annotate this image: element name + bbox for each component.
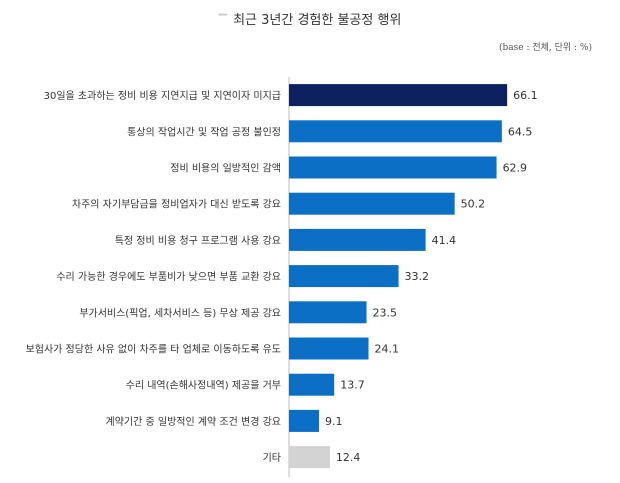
category-label: 기타 xyxy=(263,452,281,464)
value-label: 41.4 xyxy=(432,234,457,247)
bar xyxy=(289,337,369,360)
base-note: (base : 전체, 단위 : %) xyxy=(499,43,592,53)
value-label: 23.5 xyxy=(373,306,398,319)
value-label: 64.5 xyxy=(508,125,532,138)
bar xyxy=(289,446,330,469)
bar xyxy=(289,84,508,107)
chart-title-text: 최근 3년간 경험한 불공정 행위 xyxy=(233,13,402,28)
value-label: 13.7 xyxy=(340,379,365,392)
category-label: 30일을 초과하는 정비 비용 지연지급 및 지연이자 미지급 xyxy=(44,89,281,102)
value-label: 66.1 xyxy=(513,89,538,102)
bar xyxy=(289,409,320,432)
bar xyxy=(289,301,367,324)
category-label: 수리 내역(손해사정내역) 제공을 거부 xyxy=(126,379,281,392)
bar xyxy=(289,265,399,288)
value-label: 33.2 xyxy=(405,270,430,283)
value-label: 9.1 xyxy=(325,415,343,428)
category-label: 특정 정비 비용 청구 프로그램 사용 강요 xyxy=(115,235,281,247)
value-label: 50.2 xyxy=(461,198,486,211)
bar xyxy=(289,192,455,215)
bar xyxy=(289,373,335,396)
category-label: 보험사가 정당한 사유 없이 차주를 타 업체로 이동하도록 유도 xyxy=(26,343,281,356)
category-label: 통상의 작업시간 및 작업 공정 불인정 xyxy=(127,125,281,138)
chart-title: ▔ 최근 3년간 경험한 불공정 행위 xyxy=(0,9,620,28)
category-label: 부가서비스(픽업, 세차서비스 등) 무상 제공 강요 xyxy=(79,306,281,319)
category-label: 수리 가능한 경우에도 부품비가 낮으면 부품 교환 강요 xyxy=(56,270,281,283)
bar xyxy=(289,156,497,179)
category-label: 차주의 자기부담금을 정비업자가 대신 받도록 강요 xyxy=(72,198,281,211)
title-decoration-icon: ▔ xyxy=(218,14,228,27)
bar xyxy=(289,120,502,143)
value-label: 24.1 xyxy=(375,343,400,356)
value-label: 62.9 xyxy=(503,162,528,175)
bar xyxy=(289,228,426,251)
category-label: 계약기간 중 일방적인 계약 조건 변경 강요 xyxy=(106,415,281,428)
value-label: 12.4 xyxy=(336,451,361,464)
category-label: 정비 비용의 일방적인 감액 xyxy=(170,163,281,175)
